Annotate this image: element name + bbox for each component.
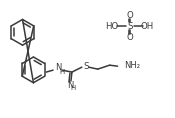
Text: N: N [55, 63, 61, 72]
Text: NH₂: NH₂ [124, 61, 141, 70]
Text: HO: HO [105, 22, 118, 31]
Text: OH: OH [141, 22, 154, 31]
Text: O: O [126, 11, 133, 20]
Text: S: S [83, 62, 89, 71]
Text: H: H [59, 69, 64, 75]
Text: O: O [126, 33, 133, 42]
Text: H: H [71, 85, 76, 91]
Text: S: S [127, 22, 132, 31]
Text: N: N [67, 81, 73, 90]
